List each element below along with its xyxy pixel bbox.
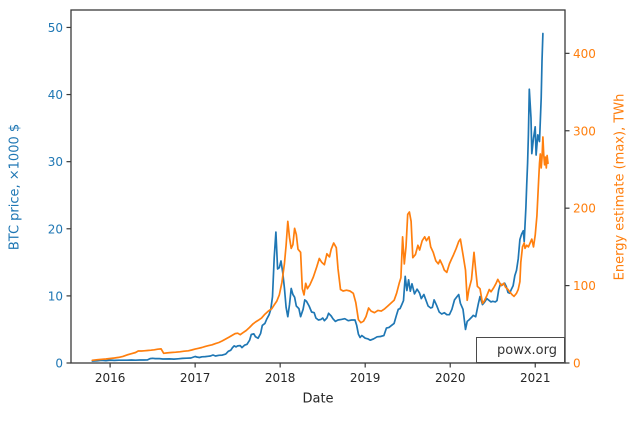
y-right-tick-label: 300 [573,124,596,138]
y-left-tick-label: 40 [48,88,63,102]
y-axis-label-left: BTC price, ×1000 $ [7,123,23,251]
watermark-text: powx.org [497,342,557,358]
x-tick-label: 2018 [265,371,296,385]
watermark-box: powx.org [476,337,565,363]
x-tick-label: 2021 [520,371,551,385]
x-tick-label: 2020 [435,371,466,385]
y-right-tick-label: 400 [573,47,596,61]
y-left-tick-label: 10 [48,289,63,303]
x-tick-label: 2019 [350,371,381,385]
series-line-energy [91,136,549,362]
plot-frame [70,9,566,364]
x-tick-label: 2017 [180,371,211,385]
x-axis-label: Date [302,391,334,407]
y-left-tick-label: 50 [48,21,63,35]
y-left-tick-label: 30 [48,155,63,169]
y-right-tick-label: 100 [573,279,596,293]
y-right-tick-label: 0 [573,357,581,371]
y-right-tick-label: 200 [573,202,596,216]
y-left-tick-label: 0 [55,357,63,371]
y-axis-label-right: Energy estimate (max), TWh [612,93,628,281]
x-tick-label: 2016 [95,371,126,385]
y-left-tick-label: 20 [48,222,63,236]
series-line-btc [91,32,544,362]
